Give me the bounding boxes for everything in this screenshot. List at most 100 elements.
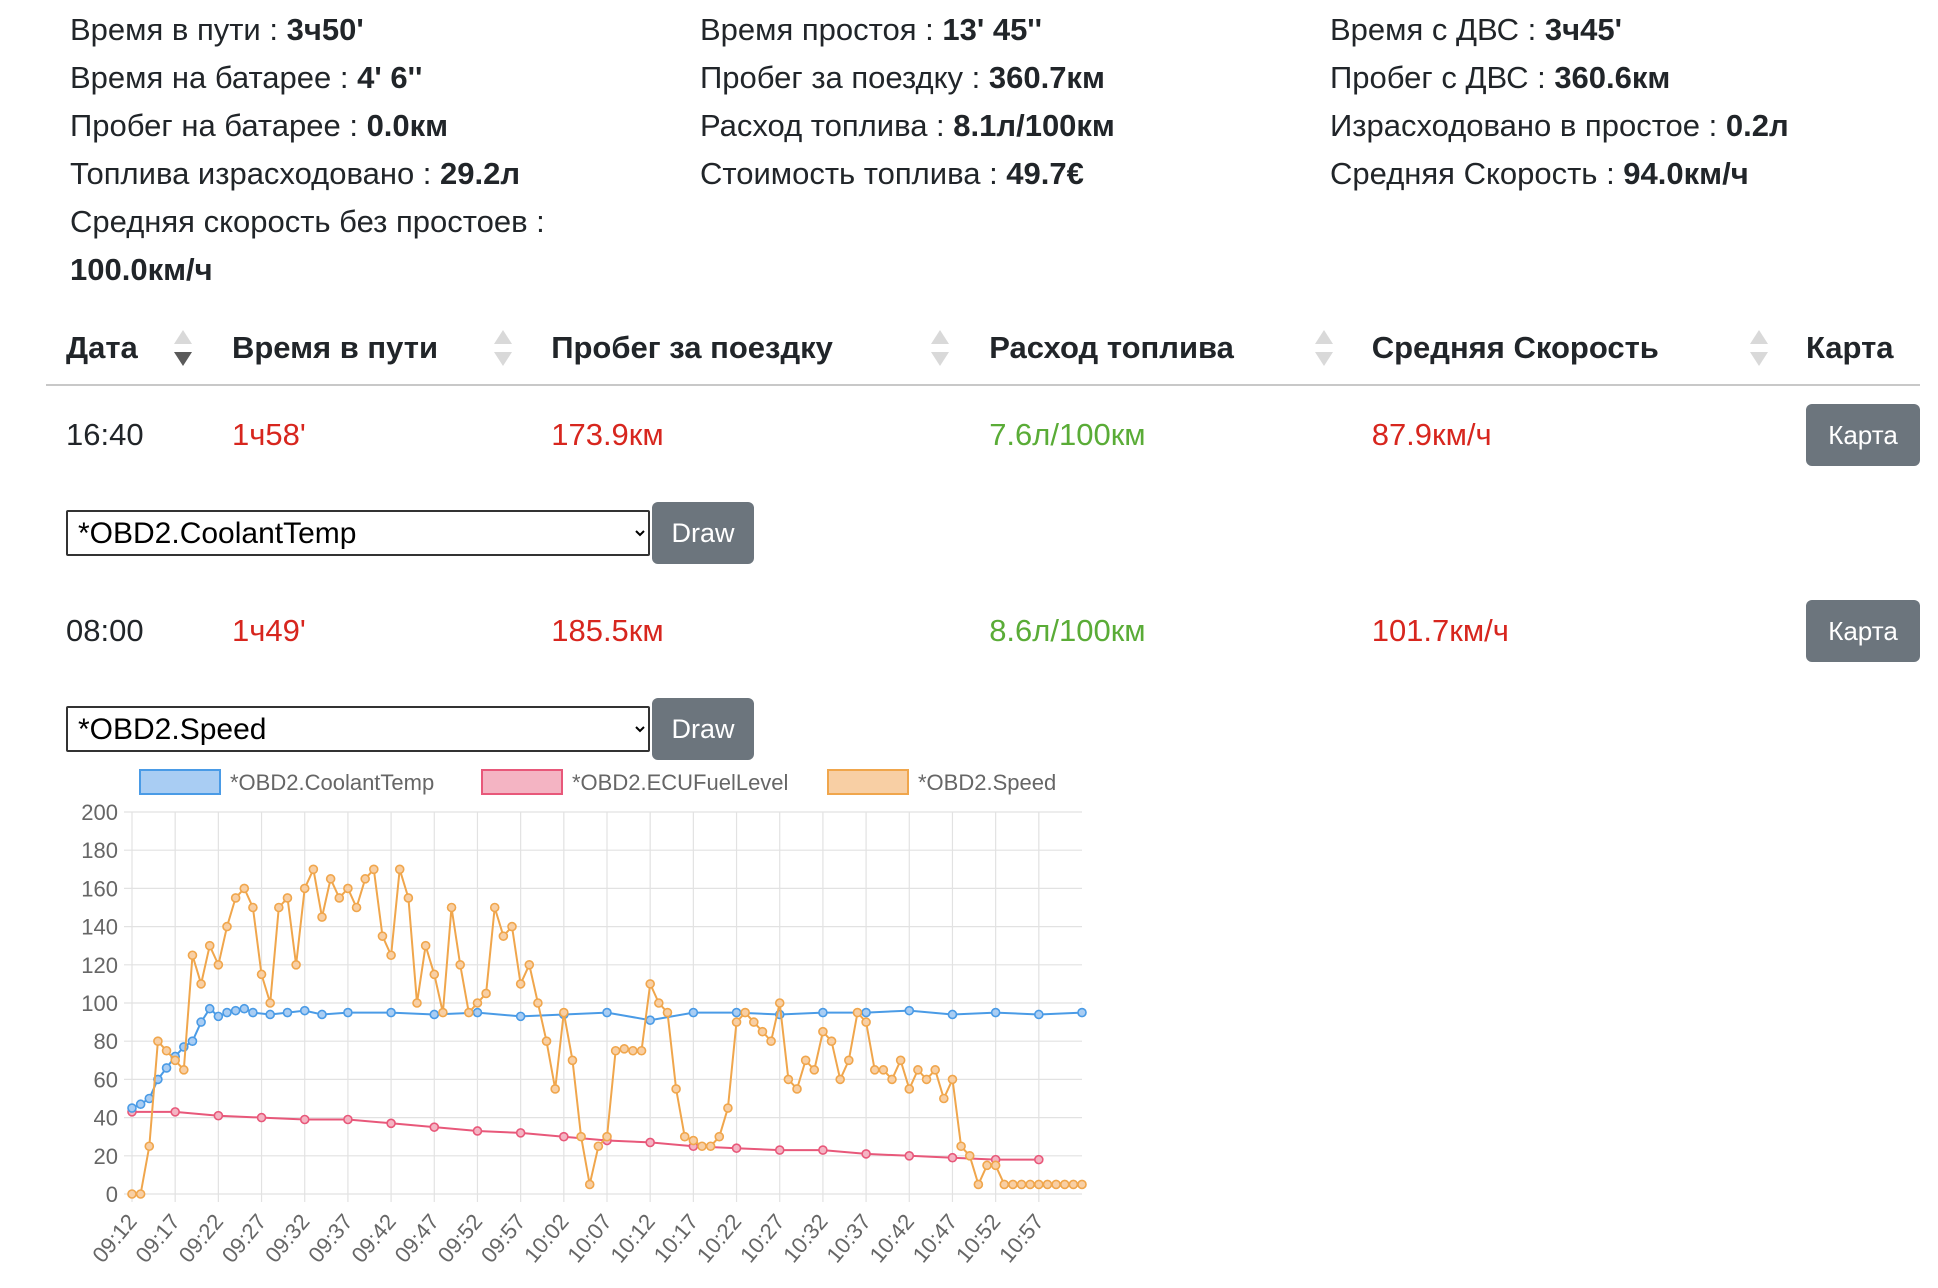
data-point xyxy=(308,864,319,875)
stat-label: Время с ДВС : xyxy=(1330,12,1545,47)
stat-label: Средняя Скорость : xyxy=(1330,156,1624,191)
stat-value: 0.0км xyxy=(366,108,449,143)
x-tick-label: 09:17 xyxy=(130,1209,185,1267)
x-tick-label: 10:07 xyxy=(562,1209,617,1267)
data-point xyxy=(731,1143,742,1153)
col-header-avg-speed[interactable]: Средняя Скорость xyxy=(1351,312,1786,386)
data-point xyxy=(602,1131,612,1142)
summary-stat: Пробег на батарее : 0.0км xyxy=(70,102,610,150)
data-point xyxy=(204,940,215,951)
x-tick-label: 09:57 xyxy=(476,1209,531,1267)
data-point xyxy=(230,893,241,903)
data-point xyxy=(818,1026,828,1037)
x-tick-label: 09:47 xyxy=(390,1209,445,1267)
y-tick-label: 60 xyxy=(94,1067,118,1092)
trip-duration: 1ч58' xyxy=(231,417,306,452)
summary-column-3: Время с ДВС : 3ч45' Пробег с ДВС : 360.6к… xyxy=(1330,6,1789,198)
data-point xyxy=(204,1003,215,1014)
data-point xyxy=(481,988,491,999)
data-point xyxy=(438,1007,448,1018)
data-point xyxy=(705,1141,716,1152)
summary-stat: Время простоя : 13' 45'' xyxy=(700,6,1115,54)
data-point xyxy=(645,1137,655,1148)
data-point xyxy=(800,1055,811,1066)
data-point xyxy=(472,1126,483,1136)
summary-stat: Средняя Скорость : 94.0км/ч xyxy=(1330,150,1789,198)
data-point xyxy=(170,1055,180,1066)
data-point xyxy=(515,1128,526,1138)
stat-label: Время простоя : xyxy=(700,12,943,47)
data-point xyxy=(826,1036,837,1047)
col-header-date[interactable]: Дата xyxy=(46,312,212,386)
map-button[interactable]: Карта xyxy=(1806,404,1920,466)
data-point xyxy=(774,998,785,1008)
data-point xyxy=(317,912,327,922)
data-point xyxy=(1034,1179,1044,1190)
col-header-distance[interactable]: Пробег за поездку xyxy=(531,312,970,386)
data-point xyxy=(334,893,345,903)
data-point xyxy=(550,1084,560,1094)
stat-value: 8.1л/100км xyxy=(953,108,1115,143)
data-point xyxy=(343,1007,353,1018)
col-header-map[interactable]: Карта xyxy=(1786,312,1920,386)
data-point xyxy=(645,979,655,989)
data-point xyxy=(1008,1179,1018,1190)
data-point xyxy=(299,1005,310,1016)
sort-icon xyxy=(493,329,512,367)
data-point xyxy=(1016,1179,1027,1190)
y-tick-label: 160 xyxy=(81,876,118,901)
stat-label: Средняя скорость без простоев : xyxy=(70,204,545,239)
stat-value: 3ч50' xyxy=(286,12,364,47)
stat-label: Топлива израсходовано : xyxy=(70,156,441,191)
data-point xyxy=(455,960,465,970)
data-point xyxy=(818,1007,828,1018)
data-point xyxy=(187,1036,198,1047)
data-point xyxy=(835,1074,845,1085)
stat-label: Время на батарее : xyxy=(70,60,358,95)
summary-stat: Топлива израсходовано : 29.2л xyxy=(70,150,610,198)
sensor-select[interactable]: *OBD2.Speed xyxy=(66,706,650,752)
trip-distance: 173.9км xyxy=(551,417,664,452)
data-point xyxy=(1059,1179,1070,1190)
data-point xyxy=(1034,1154,1044,1165)
summary-stat: Время на батарее : 4' 6'' xyxy=(70,54,610,102)
data-point xyxy=(299,1114,310,1125)
summary-stat: Пробег с ДВС : 360.6км xyxy=(1330,54,1789,102)
data-point xyxy=(1077,1007,1087,1018)
data-point xyxy=(187,950,198,961)
data-point xyxy=(343,1114,353,1125)
draw-button[interactable]: Draw xyxy=(652,698,754,760)
data-point xyxy=(420,940,431,951)
data-point xyxy=(446,902,457,913)
data-point xyxy=(386,1118,396,1129)
trip-consumption: 7.6л/100км xyxy=(989,417,1146,452)
map-button[interactable]: Карта xyxy=(1806,600,1920,662)
data-point xyxy=(282,893,293,903)
data-point xyxy=(757,1026,768,1037)
data-point xyxy=(222,1007,232,1018)
data-point xyxy=(584,1179,595,1190)
data-point xyxy=(567,1055,578,1066)
data-point xyxy=(170,1107,180,1117)
sort-icon xyxy=(931,329,950,367)
data-point xyxy=(964,1150,975,1161)
x-tick-label: 09:27 xyxy=(217,1209,272,1267)
sensor-row: *OBD2.Speed Draw xyxy=(46,680,1920,778)
data-point xyxy=(731,1017,742,1027)
data-point xyxy=(161,1045,172,1056)
draw-button[interactable]: Draw xyxy=(652,502,754,564)
data-point xyxy=(697,1141,707,1152)
sort-icon xyxy=(174,329,192,367)
data-point xyxy=(412,998,422,1008)
data-point xyxy=(239,883,250,894)
data-point xyxy=(213,960,224,970)
x-tick-label: 09:32 xyxy=(260,1209,315,1267)
sensor-select[interactable]: *OBD2.CoolantTemp xyxy=(66,510,650,556)
data-point xyxy=(999,1179,1010,1190)
data-point xyxy=(291,960,301,970)
summary-stat: Время с ДВС : 3ч45' xyxy=(1330,6,1789,54)
summary-column-2: Время простоя : 13' 45'' Пробег за поездк… xyxy=(700,6,1115,198)
col-header-duration[interactable]: Время в пути xyxy=(211,312,532,386)
data-point xyxy=(498,931,509,941)
col-header-consumption[interactable]: Расход топлива xyxy=(969,312,1352,386)
